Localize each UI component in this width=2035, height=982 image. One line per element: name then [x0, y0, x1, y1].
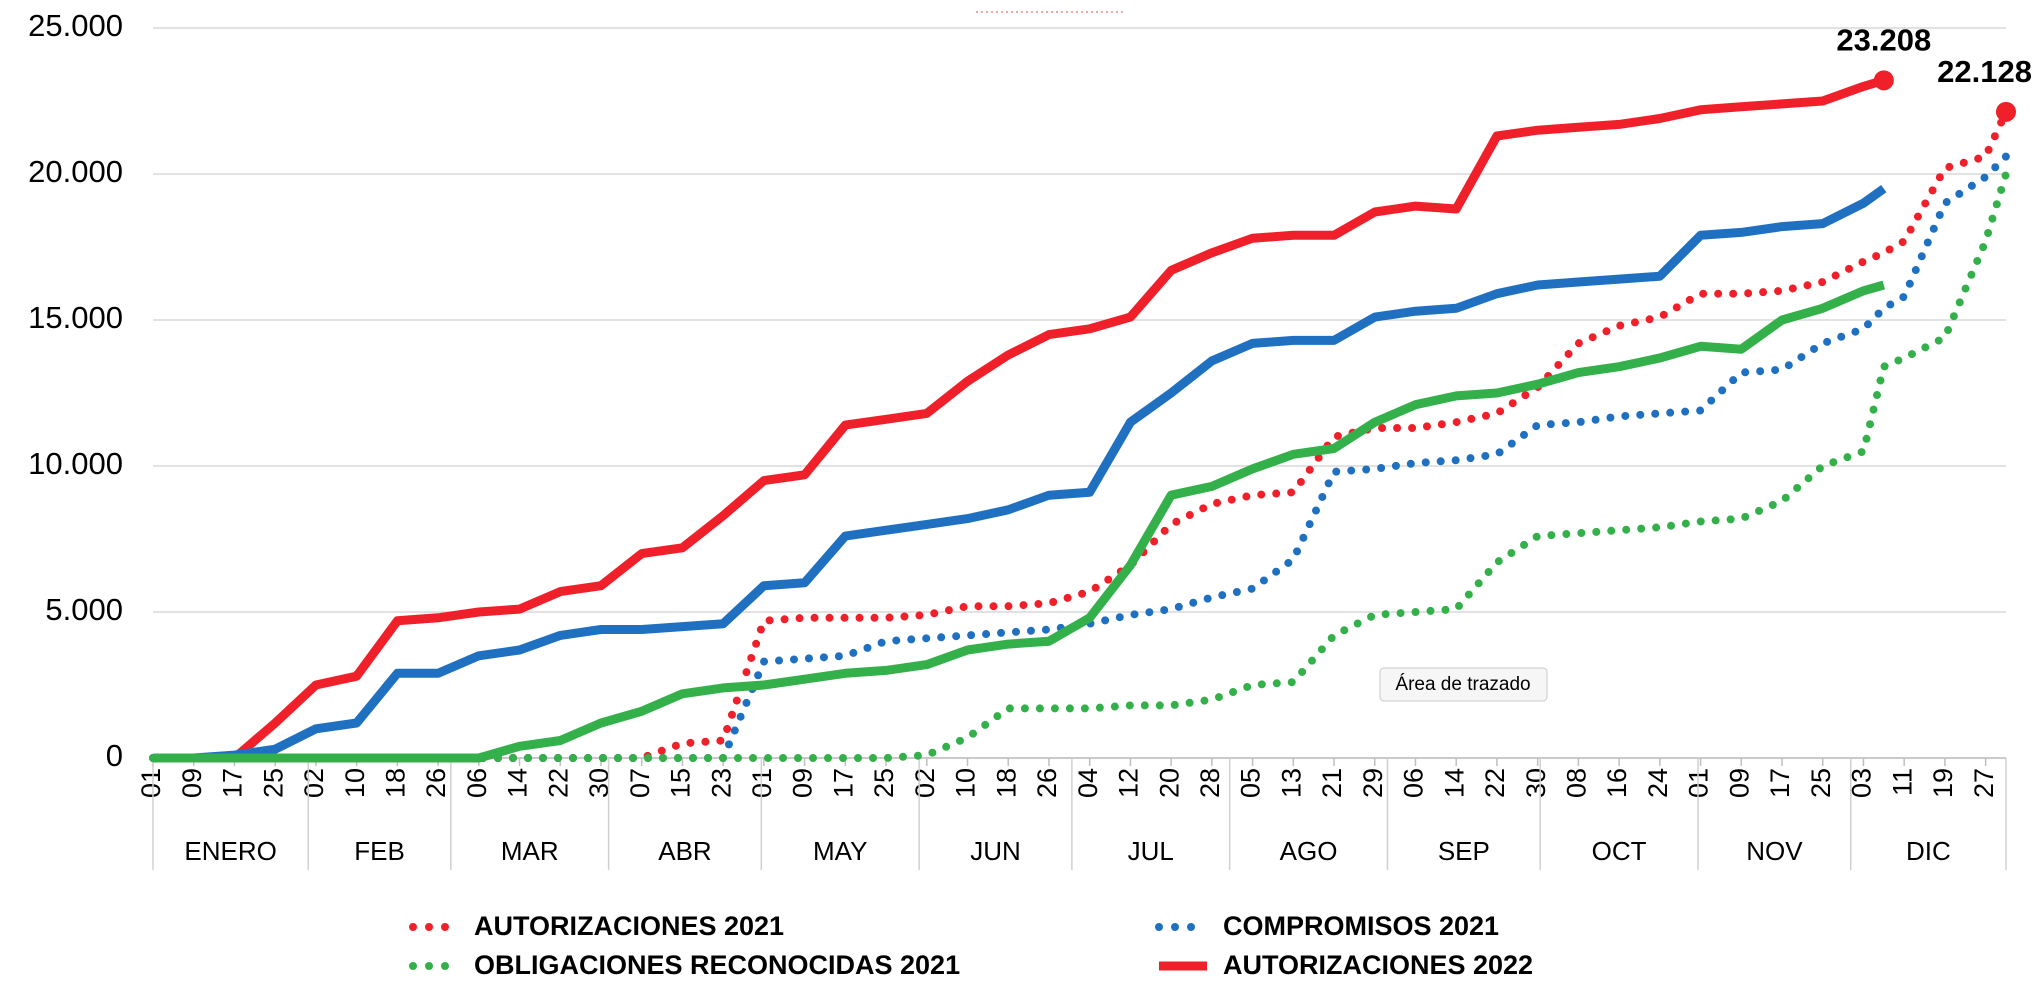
x-tick-label: 20	[1154, 768, 1184, 798]
y-tick-label: 20.000	[28, 154, 123, 189]
x-tick-label: 26	[421, 768, 451, 798]
x-tick-label: 02	[910, 768, 940, 798]
x-tick-label: 22	[543, 768, 573, 798]
group-label: JUL	[1128, 836, 1174, 866]
x-tick-label: 18	[380, 768, 410, 798]
x-tick-label: 04	[1073, 768, 1103, 798]
y-tick-label: 5.000	[45, 592, 123, 627]
x-tick-label: 09	[177, 768, 207, 798]
group-label: SEP	[1438, 836, 1490, 866]
x-tick-label: 06	[462, 768, 492, 798]
x-tick-label: 22	[1480, 768, 1510, 798]
x-tick-label: 11	[1887, 768, 1917, 796]
data-label: 23.208	[1836, 23, 1931, 58]
x-tick-label: 10	[951, 768, 981, 798]
series-line	[153, 184, 1887, 763]
x-tick-label: 12	[1114, 768, 1144, 798]
x-tick-label: 25	[869, 768, 899, 798]
x-tick-label: 02	[299, 768, 329, 798]
x-tick-label: 30	[584, 768, 614, 798]
series-line	[149, 107, 2010, 762]
x-tick-label: 09	[788, 768, 818, 798]
x-tick-label: 19	[1928, 768, 1958, 798]
legend-label: AUTORIZACIONES 2022	[1223, 950, 1533, 980]
x-tick-label: 07	[625, 768, 655, 798]
group-label: MAR	[501, 836, 559, 866]
x-tick-label: 17	[828, 768, 858, 798]
x-tick-label: 27	[1969, 768, 1999, 798]
group-label: ABR	[658, 836, 711, 866]
group-label: NOV	[1746, 836, 1803, 866]
x-tick-label: 24	[1643, 768, 1673, 798]
x-tick-label: 05	[1236, 768, 1266, 798]
x-tick-label: 26	[1032, 768, 1062, 798]
group-label: FEB	[354, 836, 405, 866]
series-line	[149, 152, 2010, 762]
x-tick-label: 25	[258, 768, 288, 798]
series-line	[149, 170, 2010, 762]
series-line	[153, 75, 1886, 763]
x-tick-label: 16	[1602, 768, 1632, 798]
group-label: DIC	[1906, 836, 1951, 866]
x-tick-label: 28	[1195, 768, 1225, 798]
x-tick-label: 23	[706, 768, 736, 798]
end-marker	[1996, 101, 2016, 122]
x-tick-label: 21	[1317, 768, 1347, 798]
group-label: JUN	[970, 836, 1021, 866]
data-label: 22.128	[1937, 54, 2032, 89]
group-label: MAY	[813, 836, 867, 866]
x-tick-label: 14	[1439, 768, 1469, 798]
x-tick-label: 25	[1806, 768, 1836, 798]
series-line	[153, 280, 1886, 763]
group-label: ENERO	[184, 836, 276, 866]
tooltip: Área de trazado	[1379, 667, 1548, 702]
y-tick-label: 10.000	[28, 446, 123, 481]
x-tick-label: 06	[1399, 768, 1429, 798]
group-label: AGO	[1280, 836, 1338, 866]
x-tick-label: 29	[1358, 768, 1388, 798]
y-tick-label: 0	[106, 738, 123, 773]
tooltip-box	[1379, 667, 1548, 702]
x-tick-label: 10	[340, 768, 370, 798]
group-label: OCT	[1592, 836, 1647, 866]
x-tick-label: 13	[1276, 768, 1306, 798]
legend-label: COMPROMISOS 2021	[1223, 911, 1499, 941]
x-tick-label: 14	[503, 768, 533, 798]
x-tick-label: 01	[136, 768, 166, 798]
legend-label: OBLIGACIONES RECONOCIDAS 2021	[474, 950, 960, 980]
x-tick-label: 15	[666, 768, 696, 798]
x-tick-label: 17	[218, 768, 248, 798]
legend-label: AUTORIZACIONES 2021	[474, 911, 784, 941]
x-tick-label: 03	[1847, 768, 1877, 798]
x-tick-label: 30	[1521, 768, 1551, 798]
end-marker	[1873, 70, 1894, 91]
tooltip-text: Área de trazado	[1395, 674, 1530, 695]
x-tick-label: 17	[1765, 768, 1795, 798]
x-tick-label: 08	[1562, 768, 1592, 798]
y-tick-label: 15.000	[28, 300, 123, 335]
y-tick-label: 25.000	[28, 8, 123, 43]
x-tick-label: 18	[991, 768, 1021, 798]
x-tick-label: 09	[1724, 768, 1754, 798]
